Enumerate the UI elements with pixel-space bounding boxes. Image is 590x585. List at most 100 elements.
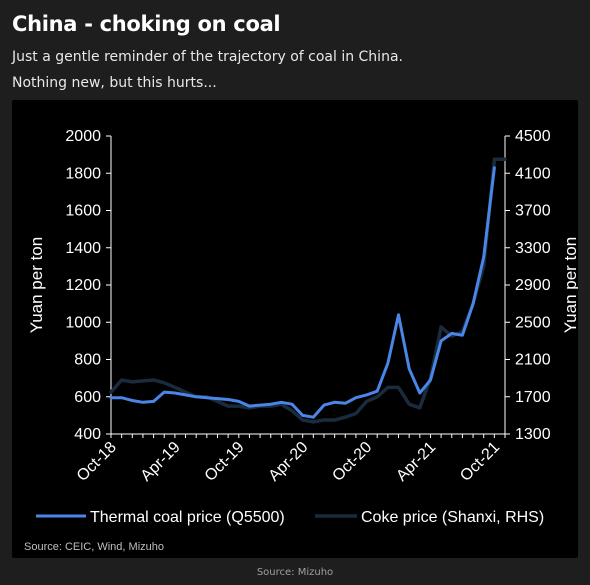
thermal-coal-point [471, 302, 475, 305]
y-left-tick-label: 1800 [65, 165, 101, 182]
thermal-coal-point [280, 401, 283, 404]
thermal-coal-point [120, 396, 123, 399]
coke-point [163, 381, 166, 384]
thermal-coal-point [301, 414, 304, 417]
thermal-coal-point [354, 396, 358, 399]
x-tick-label: Oct-21 [457, 439, 503, 485]
x-tick-label: Oct-20 [329, 439, 375, 485]
coke-point [365, 400, 368, 403]
coke-point [386, 386, 390, 389]
thermal-coal-point [365, 393, 368, 397]
series-line-coke [109, 157, 507, 424]
thermal-coal-point [333, 401, 336, 404]
y-right-tick-label: 2500 [515, 314, 551, 331]
y-left-tick-label: 600 [74, 389, 101, 406]
thermal-coal-point [493, 166, 496, 169]
coke-point [131, 380, 134, 384]
coke-point [109, 390, 113, 394]
coke-point [184, 390, 187, 394]
thermal-coal-point [184, 393, 187, 397]
y-axis-left-title: Yuan per ton [27, 237, 46, 333]
thermal-coal-point [152, 400, 155, 403]
subtitle-line-1: Just a gentle reminder of the trajectory… [12, 49, 403, 65]
thermal-coal-point [248, 404, 251, 408]
chart-panel: 400 600 800 1000 1200 1400 1600 1800 2000 1300 170… [12, 100, 578, 558]
subtitle-line-2: Nothing new, but this hurts... [12, 75, 217, 91]
coke-point [418, 406, 421, 410]
thermal-coal-point [418, 391, 421, 395]
coke-point [493, 158, 496, 161]
x-tick-label: Apr-19 [138, 439, 184, 485]
thermal-coal-point [290, 403, 294, 406]
x-tick-label: Oct-18 [74, 439, 120, 485]
thermal-coal-point [450, 332, 453, 335]
y-right-tick-label: 4100 [515, 165, 551, 182]
thermal-coal-point [258, 403, 262, 407]
line-chart: 400 600 800 1000 1200 1400 1600 1800 2000 1300 170… [24, 128, 578, 553]
x-tick-label: Oct-19 [202, 439, 248, 485]
coke-point [322, 418, 326, 422]
y-left-tick-label: 1200 [65, 277, 101, 294]
coke-point [120, 378, 123, 382]
footer-source: Source: Mizuho [256, 567, 334, 578]
y-right-tick-label: 4500 [515, 128, 551, 145]
coke-point [216, 400, 219, 403]
thermal-coal-point [216, 397, 219, 400]
coke-point [312, 420, 315, 424]
thermal-coal-point [131, 399, 134, 402]
series-line-thermal-coal [109, 166, 496, 419]
thermal-coal-point [141, 401, 145, 404]
x-tick-label: Apr-20 [266, 439, 312, 485]
thermal-coal-point [109, 396, 113, 399]
y-left-tick-label: 1400 [65, 240, 101, 257]
page-title: China - choking on coal [12, 12, 281, 36]
y-left-tick-label: 1000 [65, 314, 101, 331]
thermal-coal-point [439, 339, 443, 343]
y-right-tick-label: 2100 [515, 352, 551, 369]
coke-point [397, 386, 400, 389]
coke-point [173, 386, 177, 389]
coke-point [503, 158, 507, 161]
y-left-tick-label: 1600 [65, 203, 101, 220]
thermal-coal-point [376, 390, 379, 393]
thermal-coal-point [482, 255, 485, 259]
thermal-coal-point [408, 367, 411, 370]
coke-point [354, 412, 358, 415]
y-right-tick-label: 1300 [515, 426, 551, 443]
thermal-coal-point [226, 398, 230, 401]
thermal-coal-point [312, 416, 315, 419]
thermal-coal-point [344, 402, 347, 405]
y-right-tick-label: 3300 [515, 240, 551, 257]
coke-point [152, 378, 155, 382]
coke-point [226, 404, 230, 408]
legend-label-thermal-coal: Thermal coal price (Q5500) [90, 509, 285, 526]
coke-point [408, 403, 411, 406]
coke-point [344, 416, 347, 419]
y-left-tick-label: 400 [74, 426, 101, 443]
legend-label-coke: Coke price (Shanxi, RHS) [361, 509, 544, 526]
y-left-tick-label: 2000 [65, 128, 101, 145]
y-right-tick-label: 3700 [515, 203, 551, 220]
coke-point [376, 395, 379, 398]
coke-point [439, 325, 443, 329]
coke-point [237, 404, 240, 408]
coke-point [141, 379, 145, 383]
thermal-coal-point [205, 396, 208, 399]
thermal-coal-point [195, 395, 198, 398]
coke-point [290, 409, 294, 412]
thermal-coal-point [461, 334, 464, 337]
y-right-tick-label: 2900 [515, 277, 551, 294]
thermal-coal-point [322, 403, 326, 407]
chart-source-note: Source: CEIC, Wind, Mizuho [24, 541, 164, 553]
thermal-coal-point [173, 391, 177, 395]
thermal-coal-point [397, 313, 400, 316]
thermal-coal-point [237, 400, 240, 403]
x-tick-label: Apr-21 [393, 439, 439, 485]
coke-point [333, 418, 336, 422]
thermal-coal-point [386, 362, 390, 365]
coke-point [301, 418, 304, 422]
thermal-coal-point [163, 390, 166, 394]
y-right-tick-label: 1700 [515, 389, 551, 406]
y-left-tick-label: 800 [74, 352, 101, 369]
thermal-coal-point [429, 378, 432, 382]
